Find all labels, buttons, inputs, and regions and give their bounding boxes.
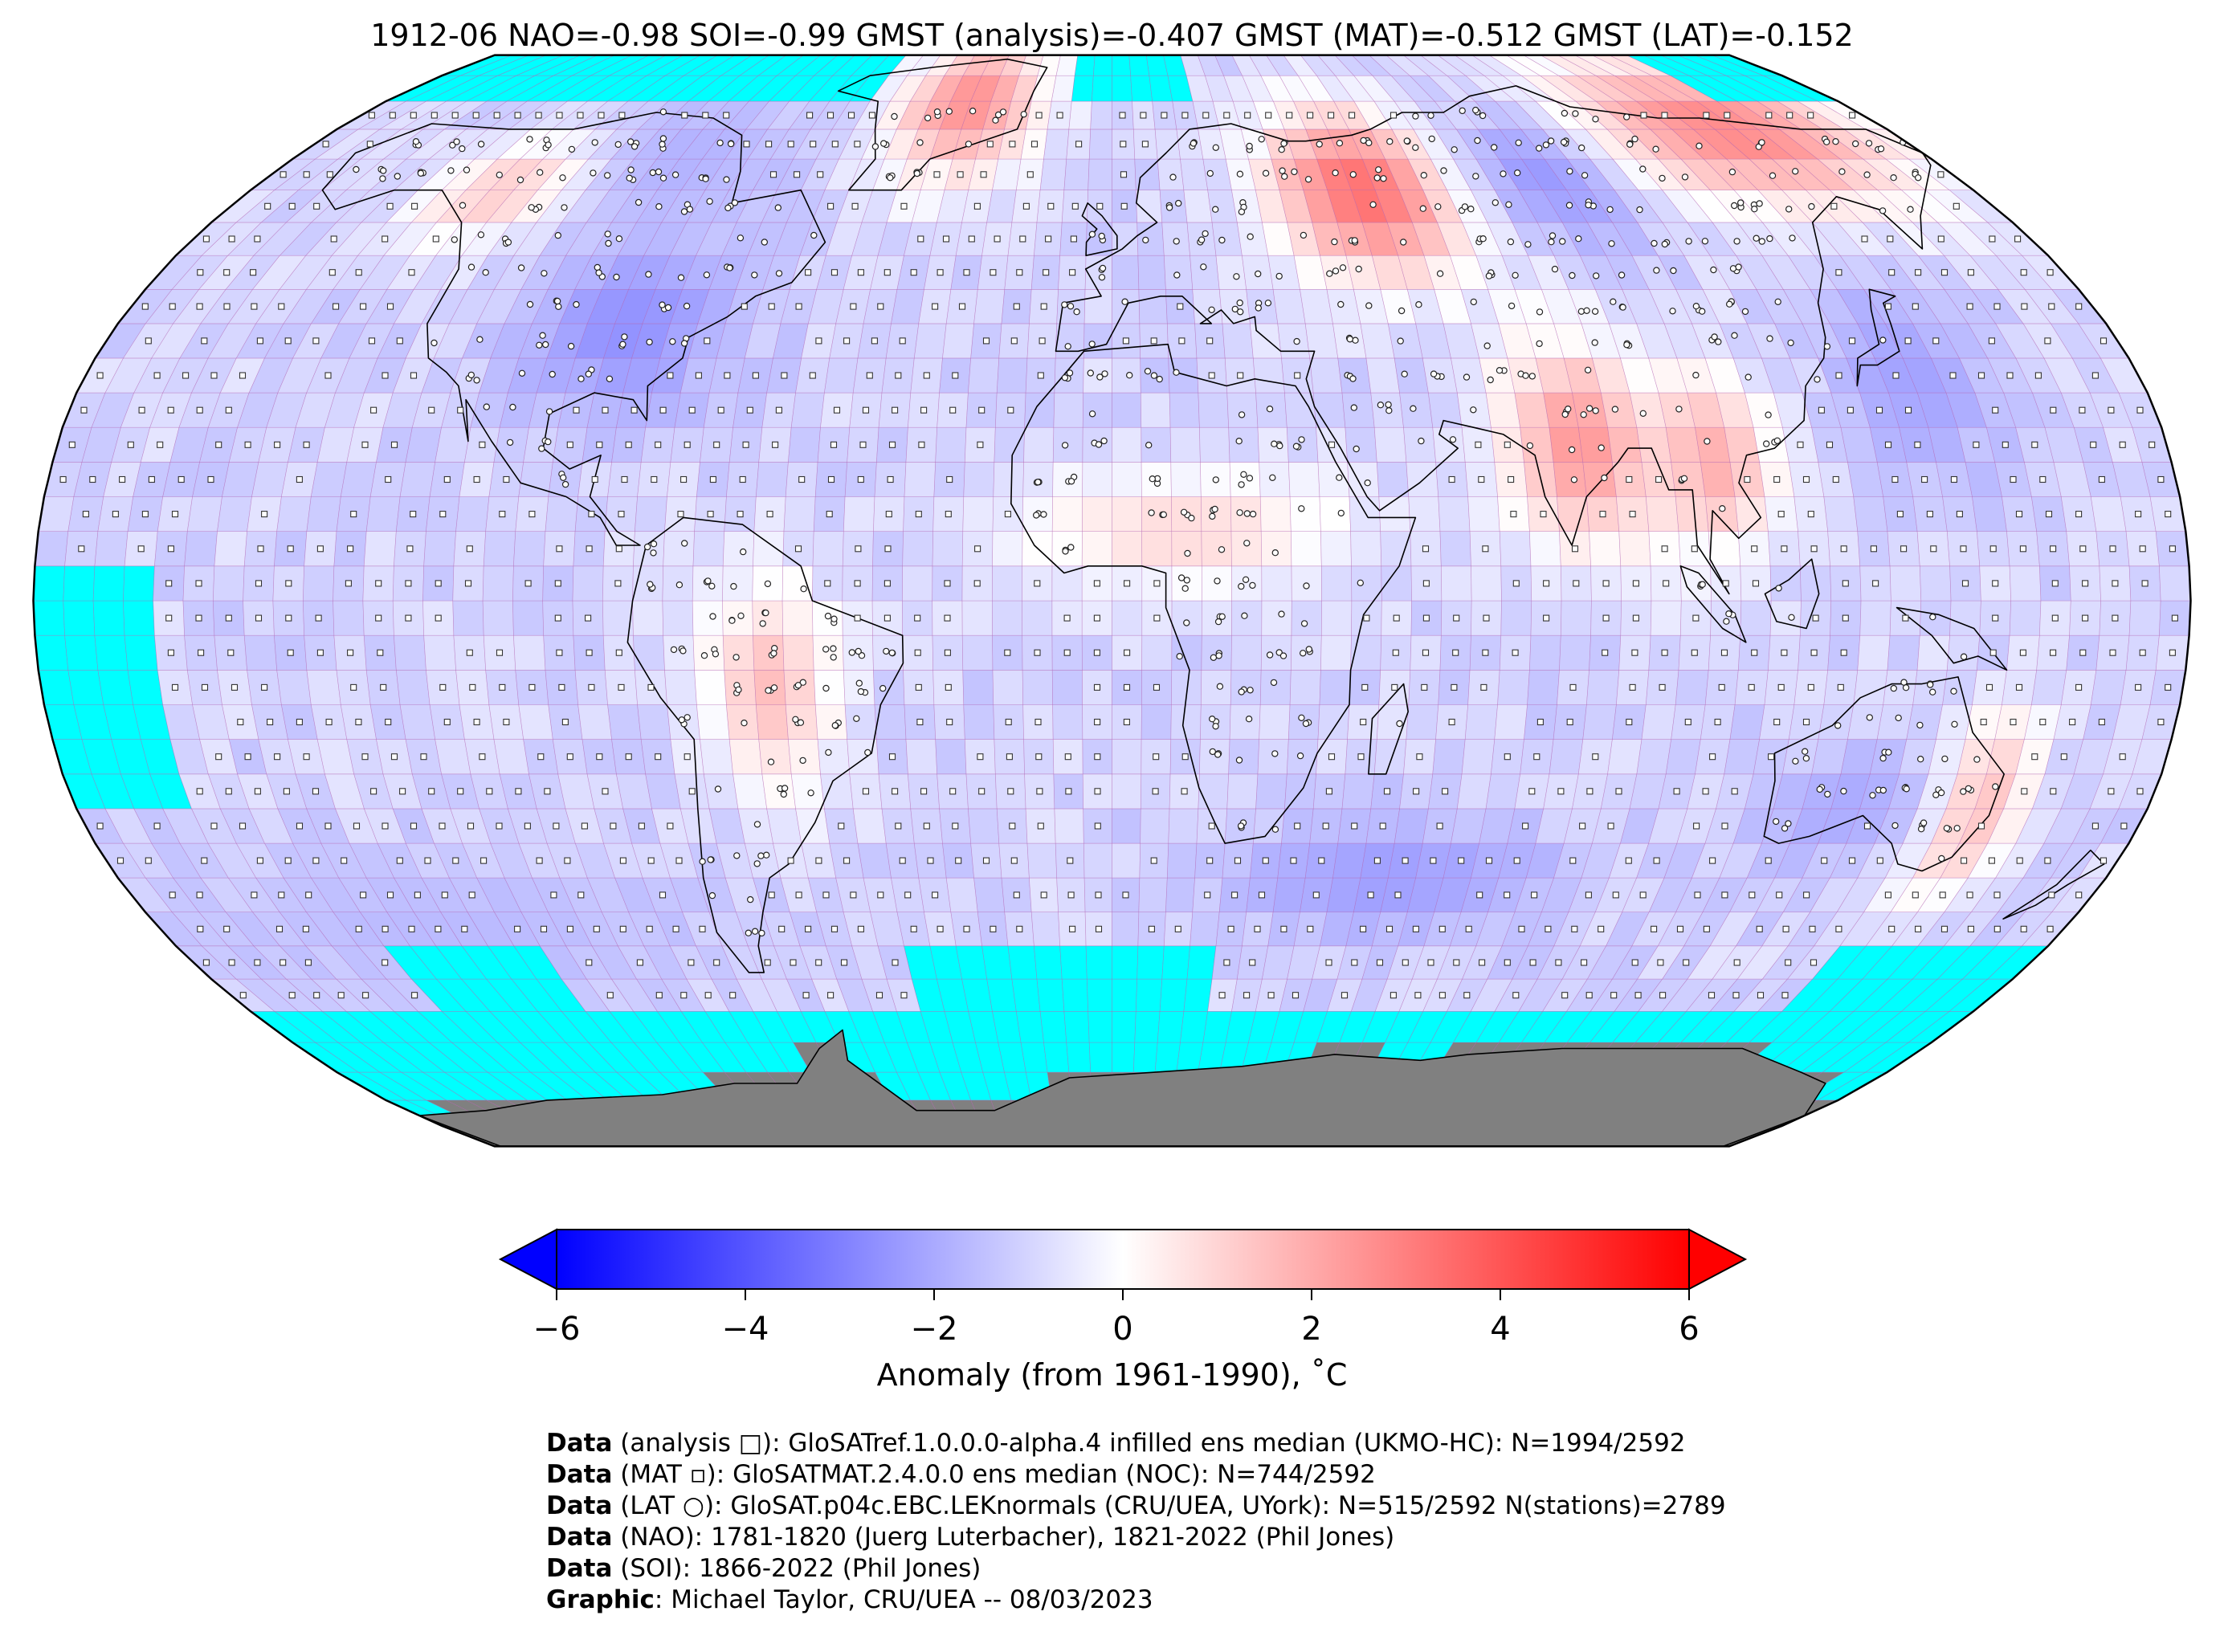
colorbar-tick-label: 2 [1301, 1311, 1321, 1348]
colorbar-label: Anomaly (from 1961-1990), ˚C [876, 1357, 1348, 1393]
colorbar-tick-label: 6 [1679, 1311, 1699, 1348]
credit-line: Data (MAT ▫): GloSATMAT.2.4.0.0 ens medi… [546, 1460, 1376, 1489]
credit-line: Data (NAO): 1781-1820 (Juerg Luterbacher… [546, 1523, 1395, 1552]
credit-line: Data (LAT ○): GloSAT.p04c.EBC.LEKnormals… [546, 1491, 1726, 1520]
credit-line: Data (analysis □): GloSATref.1.0.0.0-alp… [546, 1429, 1686, 1458]
colorbar-under-triangle [498, 1228, 557, 1291]
colorbar-gradient [556, 1229, 1690, 1290]
colorbar-tick-label: 4 [1490, 1311, 1510, 1348]
colorbar-tick-label: −4 [722, 1311, 769, 1348]
map-title: 1912-06 NAO=-0.98 SOI=-0.99 GMST (analys… [370, 18, 1854, 53]
credit-line: Data (SOI): 1866-2022 (Phil Jones) [546, 1554, 981, 1583]
credit-line: Graphic: Michael Taylor, CRU/UEA -- 08/0… [546, 1585, 1153, 1614]
credits-block: Data (analysis □): GloSATref.1.0.0.0-alp… [546, 1428, 1726, 1616]
colorbar-over-triangle [1688, 1228, 1748, 1291]
colorbar-ticks: −6 −4 −2 0 2 4 6 [533, 1289, 1700, 1348]
colorbar-tick-label: 0 [1112, 1311, 1132, 1348]
colorbar-tick-label: −6 [533, 1311, 581, 1348]
colorbar-tick-label: −2 [911, 1311, 958, 1348]
